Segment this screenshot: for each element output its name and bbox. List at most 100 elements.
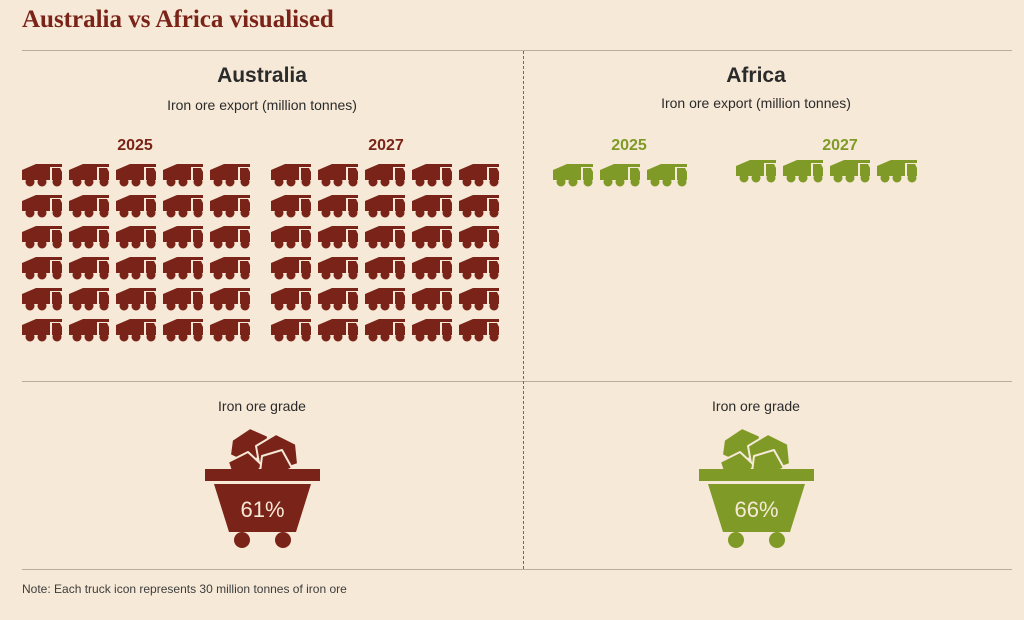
africa-2025-truck-icon — [600, 164, 640, 187]
footnote: Note: Each truck icon represents 30 mill… — [22, 582, 347, 596]
australia-year-2025: 2025 — [117, 137, 153, 154]
australia-2027-truck-icon — [459, 164, 499, 187]
australia-2025-truck-icon — [22, 164, 62, 187]
africa-2027-truck-icon — [830, 160, 870, 183]
australia-2025-truck-icon — [210, 226, 250, 249]
africa-cart-rim — [699, 469, 814, 481]
australia-2027-truck-icon — [271, 195, 311, 218]
australia-2025-truck-icon — [163, 195, 203, 218]
australia-2025-truck-icon — [69, 226, 109, 249]
australia-2025-truck-icon — [163, 319, 203, 342]
africa-2025-truck-icon — [553, 164, 593, 187]
australia-2027-truck-icon — [412, 288, 452, 311]
australia-2027-truck-icon — [318, 288, 358, 311]
australia-2027-truck-icon — [365, 226, 405, 249]
australia-2025-truck-icon — [210, 164, 250, 187]
australia-year-2027: 2027 — [368, 137, 404, 154]
australia-2027-truck-icon — [459, 257, 499, 280]
australia-2027-truck-icon — [365, 257, 405, 280]
australia-2027-truck-icon — [412, 257, 452, 280]
australia-2025-truck-icon — [210, 257, 250, 280]
australia-2027-truck-icon — [412, 164, 452, 187]
australia-2027-truck-icon — [271, 257, 311, 280]
australia-2027-truck-icon — [365, 288, 405, 311]
middle-divider — [22, 381, 1012, 382]
australia-2025-truck-icon — [116, 319, 156, 342]
australia-2027-truck-icon — [318, 226, 358, 249]
australia-2027-truck-icon — [459, 319, 499, 342]
top-divider — [22, 50, 1012, 51]
australia-2027-truck-icon — [412, 226, 452, 249]
australia-2025-truck-icon — [116, 226, 156, 249]
australia-2027-truck-icon — [459, 195, 499, 218]
australia-2027-truck-icon — [365, 195, 405, 218]
australia-heading: Australia — [217, 64, 307, 87]
australia-2025-truck-icon — [116, 164, 156, 187]
africa-year-2025: 2025 — [611, 137, 647, 154]
australia-cart-body — [214, 484, 311, 532]
australia-cart-wheel — [234, 532, 250, 548]
australia-2027-truck-icon — [412, 195, 452, 218]
australia-2025-truck-icon — [69, 319, 109, 342]
australia-2025-truck-icon — [210, 195, 250, 218]
africa-grade-value: 66% — [734, 497, 778, 522]
africa-heading: Africa — [726, 64, 786, 87]
africa-year-2027: 2027 — [822, 137, 858, 154]
australia-2027-truck-icon — [318, 164, 358, 187]
australia-2025-truck-icon — [22, 226, 62, 249]
africa-subtitle: Iron ore export (million tonnes) — [661, 95, 851, 111]
australia-2027-truck-icon — [459, 288, 499, 311]
australia-2027-partial-truck-icon — [271, 350, 304, 373]
australia-2027-truck-icon — [365, 164, 405, 187]
africa-2027-truck-icon — [783, 160, 823, 183]
australia-2025-truck-icon — [163, 226, 203, 249]
australia-cart-rim — [205, 469, 320, 481]
bottom-divider — [22, 569, 1012, 570]
australia-2025-truck-icon — [163, 288, 203, 311]
australia-2025-truck-icon — [116, 195, 156, 218]
africa-2027-partial-truck-icon — [924, 160, 941, 183]
australia-cart-wheel — [275, 532, 291, 548]
australia-2025-truck-icon — [163, 164, 203, 187]
australia-2025-truck-icon — [210, 288, 250, 311]
australia-2025-truck-icon — [69, 164, 109, 187]
australia-2027-truck-icon — [318, 319, 358, 342]
australia-ore-cart: 61% — [205, 427, 320, 548]
australia-2025-truck-icon — [116, 288, 156, 311]
australia-2027-truck-icon — [271, 226, 311, 249]
australia-2027-truck-icon — [318, 257, 358, 280]
australia-2027-truck-icon — [459, 226, 499, 249]
australia-2027-truck-icon — [412, 319, 452, 342]
australia-2025-truck-icon — [163, 257, 203, 280]
africa-2025-truck-icon — [647, 164, 687, 187]
australia-2027-truck-icon — [318, 195, 358, 218]
australia-2027-truck-icon — [271, 319, 311, 342]
africa-cart-wheel — [769, 532, 785, 548]
australia-2025-truck-icon — [22, 288, 62, 311]
australia-2025-truck-icon — [116, 257, 156, 280]
australia-grade-value: 61% — [240, 497, 284, 522]
australia-grade-label: Iron ore grade — [218, 398, 306, 414]
australia-2027-truck-icon — [271, 288, 311, 311]
africa-ore-rocks — [719, 427, 791, 477]
australia-subtitle: Iron ore export (million tonnes) — [167, 97, 357, 113]
australia-2025-truck-icon — [22, 195, 62, 218]
africa-grade-label: Iron ore grade — [712, 398, 800, 414]
africa-2027-truck-icon — [736, 160, 776, 183]
australia-2025-truck-icon — [69, 288, 109, 311]
australia-2025-truck-icon — [22, 257, 62, 280]
australia-2027-truck-icon — [271, 164, 311, 187]
australia-2025-truck-icon — [210, 319, 250, 342]
australia-2025-truck-icon — [69, 257, 109, 280]
australia-2025-truck-icon — [69, 195, 109, 218]
australia-2025-truck-icon — [22, 319, 62, 342]
africa-cart-body — [708, 484, 805, 532]
africa-2027-truck-icon — [877, 160, 917, 183]
africa-ore-cart: 66% — [699, 427, 814, 548]
africa-cart-wheel — [728, 532, 744, 548]
australia-ore-rocks — [227, 427, 299, 477]
page-title: Australia vs Africa visualised — [22, 6, 334, 33]
australia-2027-truck-icon — [365, 319, 405, 342]
region-separator — [523, 51, 524, 569]
